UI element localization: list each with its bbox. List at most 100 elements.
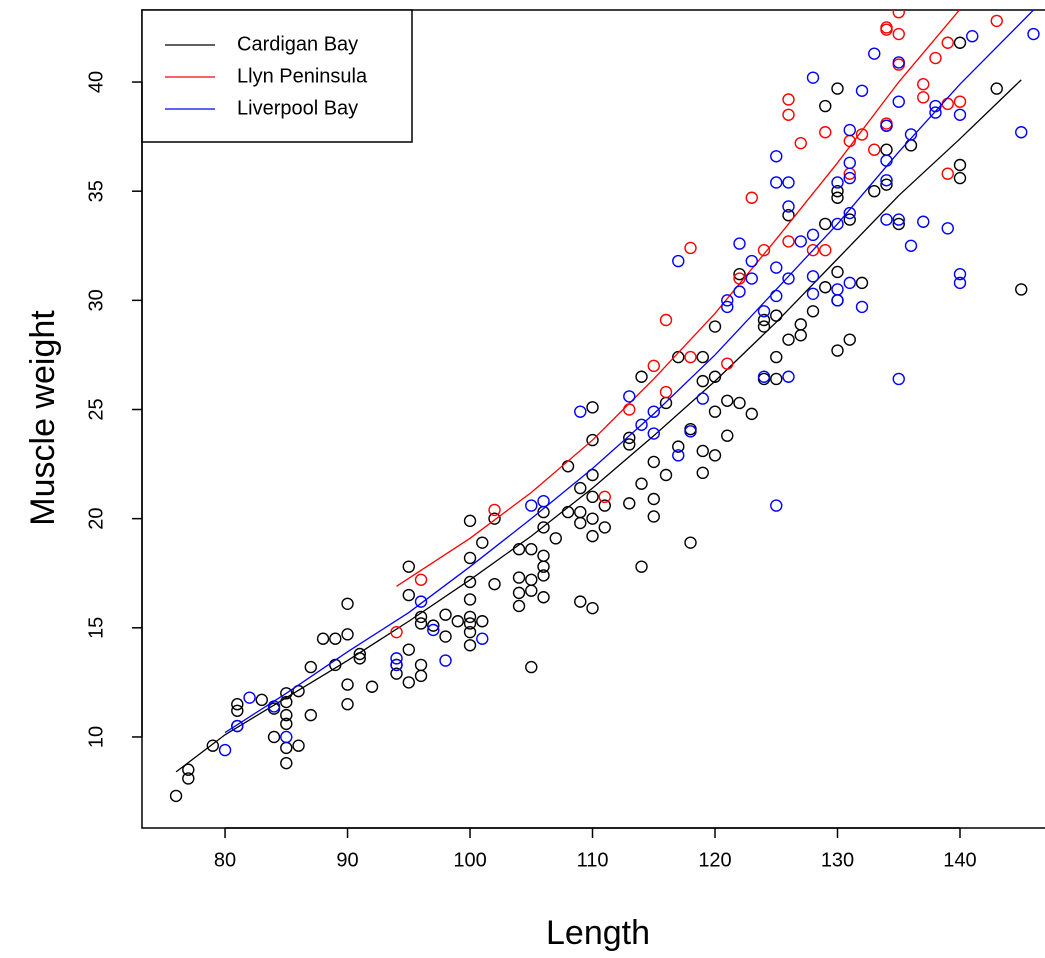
point	[929, 106, 942, 119]
point	[868, 47, 881, 60]
point	[439, 630, 452, 643]
point	[586, 401, 599, 414]
point	[708, 449, 722, 462]
point	[672, 440, 685, 453]
legend-box	[141, 9, 413, 143]
point	[280, 741, 293, 755]
point	[757, 370, 771, 383]
point	[953, 276, 967, 290]
point	[463, 617, 477, 630]
point	[733, 396, 746, 410]
point	[855, 84, 869, 97]
point	[402, 676, 415, 689]
point	[696, 466, 709, 480]
point	[831, 184, 844, 198]
point	[659, 385, 673, 399]
point	[831, 294, 844, 307]
point	[819, 243, 832, 257]
point	[549, 532, 562, 545]
point	[390, 658, 403, 672]
point	[880, 119, 893, 132]
point	[770, 176, 783, 189]
point	[243, 691, 256, 704]
point	[231, 719, 244, 733]
point	[1015, 283, 1028, 296]
point	[476, 615, 489, 628]
point	[745, 254, 758, 268]
point	[770, 150, 783, 163]
point	[684, 536, 697, 549]
point	[476, 536, 489, 549]
point	[806, 243, 820, 257]
point	[525, 499, 538, 512]
point	[390, 625, 403, 639]
point	[941, 167, 954, 180]
point	[880, 178, 893, 191]
point	[329, 632, 342, 645]
point	[402, 588, 415, 602]
point	[782, 333, 795, 346]
point	[182, 763, 195, 776]
point	[598, 499, 611, 512]
point	[635, 418, 648, 431]
point	[770, 499, 783, 512]
point	[280, 708, 293, 722]
point	[745, 407, 758, 421]
point	[892, 56, 905, 69]
point	[659, 468, 673, 482]
point	[782, 200, 795, 213]
point	[463, 514, 477, 528]
point	[696, 350, 709, 364]
point	[414, 573, 428, 586]
point	[672, 350, 685, 364]
point	[794, 136, 807, 150]
point	[953, 267, 967, 281]
point	[941, 36, 954, 49]
point	[574, 505, 587, 519]
point	[770, 350, 783, 364]
point	[819, 126, 832, 139]
point	[353, 647, 366, 661]
point	[892, 213, 905, 226]
point	[512, 599, 526, 613]
point	[794, 318, 807, 331]
point	[537, 521, 550, 534]
point	[684, 350, 697, 364]
point	[488, 512, 501, 525]
legend: Cardigan Bay Llyn Peninsula Liverpool Bay	[141, 9, 413, 143]
point	[623, 390, 636, 403]
point	[917, 91, 930, 104]
point	[574, 516, 587, 530]
point	[831, 191, 844, 204]
point	[880, 154, 893, 167]
point	[623, 431, 636, 445]
point	[757, 305, 771, 318]
x-tick-label: 100	[453, 849, 486, 871]
point	[794, 235, 807, 248]
point	[855, 300, 869, 314]
point	[880, 213, 893, 226]
point	[990, 14, 1003, 28]
point	[647, 427, 660, 440]
point	[733, 285, 746, 298]
point	[672, 254, 685, 268]
point	[561, 460, 575, 473]
x-axis-title: Length	[546, 914, 650, 952]
point	[941, 222, 954, 235]
point	[770, 261, 783, 274]
point	[525, 584, 538, 597]
point	[953, 108, 967, 121]
point	[476, 632, 489, 645]
point	[843, 171, 856, 185]
point	[525, 660, 538, 674]
point	[463, 593, 477, 606]
point	[537, 569, 550, 582]
point	[623, 403, 636, 416]
point	[304, 660, 317, 674]
point	[733, 237, 746, 250]
point	[708, 320, 722, 333]
point	[537, 591, 550, 604]
point	[280, 730, 293, 744]
point	[647, 510, 660, 523]
